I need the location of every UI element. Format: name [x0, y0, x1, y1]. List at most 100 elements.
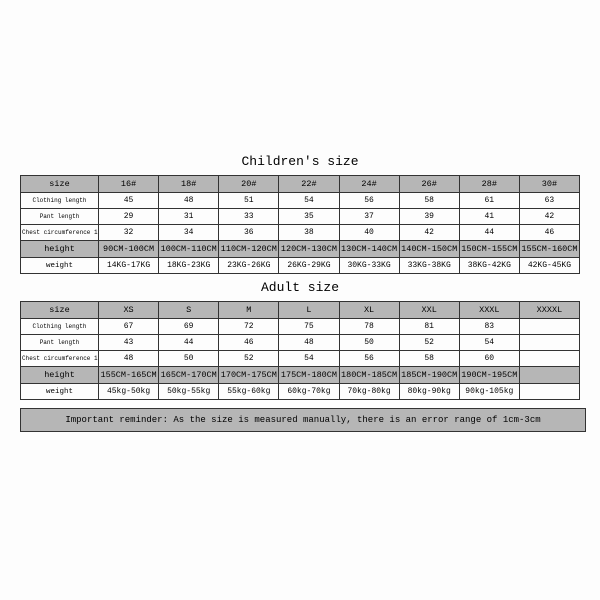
row-label: Chest circumference 1/2 — [21, 351, 99, 367]
cell: 36 — [219, 225, 279, 241]
adult-title: Adult size — [20, 274, 580, 301]
size-header: 24# — [339, 176, 399, 193]
cell: 23KG-26KG — [219, 258, 279, 274]
table-row: Clothing length 67 69 72 75 78 81 83 — [21, 319, 580, 335]
size-header: L — [279, 302, 339, 319]
cell: 72 — [219, 319, 279, 335]
cell: 100CM-110CM — [159, 241, 219, 258]
table-row: height 90CM-100CM 100CM-110CM 110CM-120C… — [21, 241, 580, 258]
cell: 43 — [99, 335, 159, 351]
table-row: Pant length 43 44 46 48 50 52 54 — [21, 335, 580, 351]
reminder-note: Important reminder: As the size is measu… — [20, 408, 586, 432]
cell: 42 — [399, 225, 459, 241]
children-size-table: size 16# 18# 20# 22# 24# 26# 28# 30# Clo… — [20, 175, 580, 274]
cell — [519, 384, 579, 400]
size-header: XXXXL — [519, 302, 579, 319]
table-row: Chest circumference 1/2 48 50 52 54 56 5… — [21, 351, 580, 367]
cell: 40 — [339, 225, 399, 241]
size-header: XXL — [399, 302, 459, 319]
cell: 61 — [459, 193, 519, 209]
table-row: Clothing length 45 48 51 54 56 58 61 63 — [21, 193, 580, 209]
adult-size-table: size XS S M L XL XXL XXXL XXXXL Clothing… — [20, 301, 580, 400]
cell: 52 — [219, 351, 279, 367]
table-header-row: size XS S M L XL XXL XXXL XXXXL — [21, 302, 580, 319]
table-row: weight 45kg-50kg 50kg-55kg 55kg-60kg 60k… — [21, 384, 580, 400]
cell: 44 — [159, 335, 219, 351]
cell: 63 — [519, 193, 579, 209]
cell: 120CM-130CM — [279, 241, 339, 258]
cell: 29 — [99, 209, 159, 225]
cell: 35 — [279, 209, 339, 225]
cell: 67 — [99, 319, 159, 335]
cell: 60 — [459, 351, 519, 367]
size-header: 26# — [399, 176, 459, 193]
cell: 50kg-55kg — [159, 384, 219, 400]
cell: 45 — [99, 193, 159, 209]
cell: 32 — [99, 225, 159, 241]
size-header: XXXL — [459, 302, 519, 319]
cell: 50 — [159, 351, 219, 367]
cell: 37 — [339, 209, 399, 225]
size-chart-wrapper: Children's size size 16# 18# 20# 22# 24#… — [20, 138, 580, 462]
table-row: Chest circumference 1/2 32 34 36 38 40 4… — [21, 225, 580, 241]
cell: 90kg-105kg — [459, 384, 519, 400]
cell — [519, 367, 579, 384]
cell: 140CM-150CM — [399, 241, 459, 258]
row-label: Clothing length — [21, 319, 99, 335]
size-header: XS — [99, 302, 159, 319]
cell: 83 — [459, 319, 519, 335]
table-row: Pant length 29 31 33 35 37 39 41 42 — [21, 209, 580, 225]
table-row: height 155CM-165CM 165CM-170CM 170CM-175… — [21, 367, 580, 384]
size-header: 18# — [159, 176, 219, 193]
cell: 70kg-80kg — [339, 384, 399, 400]
cell: 54 — [459, 335, 519, 351]
size-header: S — [159, 302, 219, 319]
cell: 14KG-17KG — [99, 258, 159, 274]
cell: 81 — [399, 319, 459, 335]
cell: 56 — [339, 351, 399, 367]
cell: 30KG-33KG — [339, 258, 399, 274]
cell: 56 — [339, 193, 399, 209]
cell — [519, 319, 579, 335]
row-label: Chest circumference 1/2 — [21, 225, 99, 241]
cell: 52 — [399, 335, 459, 351]
table-row: weight 14KG-17KG 18KG-23KG 23KG-26KG 26K… — [21, 258, 580, 274]
cell: 33 — [219, 209, 279, 225]
row-label: weight — [21, 258, 99, 274]
cell: 48 — [99, 351, 159, 367]
size-header: 20# — [219, 176, 279, 193]
size-header: 22# — [279, 176, 339, 193]
size-label-header: size — [21, 176, 99, 193]
table-header-row: size 16# 18# 20# 22# 24# 26# 28# 30# — [21, 176, 580, 193]
cell: 31 — [159, 209, 219, 225]
cell: 150CM-155CM — [459, 241, 519, 258]
cell: 155CM-165CM — [99, 367, 159, 384]
cell: 44 — [459, 225, 519, 241]
cell: 110CM-120CM — [219, 241, 279, 258]
cell: 42 — [519, 209, 579, 225]
cell — [519, 335, 579, 351]
cell: 75 — [279, 319, 339, 335]
size-header: XL — [339, 302, 399, 319]
cell: 50 — [339, 335, 399, 351]
cell: 58 — [399, 193, 459, 209]
cell: 46 — [519, 225, 579, 241]
cell: 54 — [279, 351, 339, 367]
row-label: weight — [21, 384, 99, 400]
size-header: 28# — [459, 176, 519, 193]
cell: 33KG-38KG — [399, 258, 459, 274]
cell: 190CM-195CM — [459, 367, 519, 384]
cell — [519, 351, 579, 367]
cell: 78 — [339, 319, 399, 335]
cell: 130CM-140CM — [339, 241, 399, 258]
cell: 165CM-170CM — [159, 367, 219, 384]
cell: 60kg-70kg — [279, 384, 339, 400]
cell: 51 — [219, 193, 279, 209]
cell: 26KG-29KG — [279, 258, 339, 274]
cell: 170CM-175CM — [219, 367, 279, 384]
cell: 34 — [159, 225, 219, 241]
cell: 185CM-190CM — [399, 367, 459, 384]
cell: 38KG-42KG — [459, 258, 519, 274]
row-label: Pant length — [21, 335, 99, 351]
row-label: Clothing length — [21, 193, 99, 209]
